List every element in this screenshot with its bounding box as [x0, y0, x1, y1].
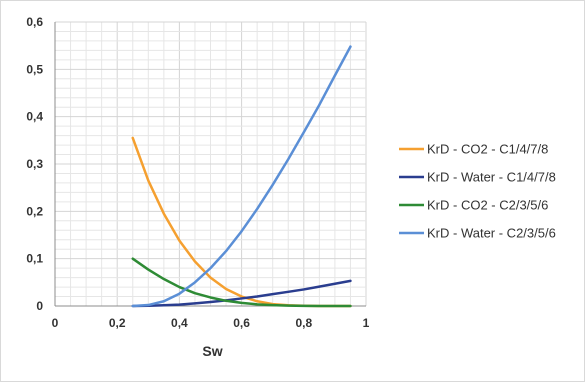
series-line-2 — [131, 279, 352, 308]
x-axis-title: Sw — [202, 343, 222, 359]
x-tick-label: 0,4 — [171, 316, 188, 330]
series-line-3 — [131, 257, 352, 308]
y-tick-label: 0 — [36, 299, 43, 313]
legend-label: KrD - CO2 - C2/3/5/6 — [427, 198, 548, 213]
series-lines — [131, 45, 352, 308]
legend-label: KrD - Water - C2/3/5/6 — [427, 226, 556, 241]
legend-label: KrD - Water - C1/4/7/8 — [427, 170, 556, 185]
y-tick-label: 0,5 — [26, 62, 43, 76]
gridlines — [54, 21, 367, 307]
x-tick-label: 0,6 — [233, 316, 250, 330]
x-tick-label: 0,2 — [109, 316, 126, 330]
x-tick-label: 1 — [363, 316, 370, 330]
series-line-4 — [131, 45, 352, 308]
y-tick-label: 0,3 — [26, 157, 43, 171]
tick-labels: 0 0,2 0,4 0,6 0,8 1 0 0,1 0,2 0,3 0,4 0,5 0,6 — [26, 15, 369, 330]
y-tick-label: 0,2 — [26, 204, 43, 218]
legend-label: KrD - CO2 - C1/4/7/8 — [427, 142, 548, 157]
x-tick-label: 0,8 — [295, 316, 312, 330]
x-tick-label: 0 — [52, 316, 59, 330]
y-tick-label: 0,4 — [26, 110, 43, 124]
legend: KrD - CO2 - C1/4/7/8 KrD - Water - C1/4/7… — [399, 142, 556, 241]
y-tick-label: 0,6 — [26, 15, 43, 29]
y-tick-label: 0,1 — [26, 252, 43, 266]
